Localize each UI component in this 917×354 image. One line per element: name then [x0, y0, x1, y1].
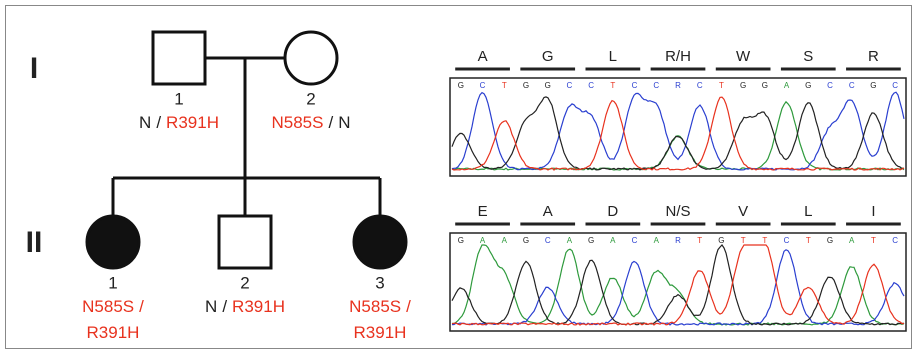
codon-label: I — [871, 203, 875, 220]
genotype-part: R391H — [166, 113, 219, 132]
base-call: C — [567, 81, 573, 90]
genotype-part: R391H — [232, 297, 285, 316]
base-call: T — [502, 81, 507, 90]
genotype: R391H — [354, 323, 407, 342]
codon-label: R — [868, 48, 879, 65]
genotype-part: R391H — [87, 323, 140, 342]
codon-label: R/H — [665, 48, 691, 65]
base-call: G — [827, 236, 833, 245]
figure: I II 1N/R391H2N585S/N1N585S/R391H2N/R391… — [0, 0, 917, 354]
individual-number: 2 — [306, 89, 315, 108]
base-call: A — [849, 236, 855, 245]
female-symbol — [87, 216, 139, 268]
base-call: T — [762, 236, 767, 245]
base-call: T — [806, 236, 811, 245]
chromatogram-frame — [450, 233, 906, 331]
base-call: T — [741, 236, 746, 245]
individual-number: 1 — [174, 89, 183, 108]
base-call: A — [610, 236, 616, 245]
base-call: C — [588, 81, 594, 90]
genotype-part: / — [156, 113, 161, 132]
codon-label: W — [736, 48, 751, 65]
base-call: G — [740, 81, 746, 90]
codon-label: L — [609, 48, 617, 65]
codon-label: L — [804, 203, 812, 220]
genotype-part: N585S — [82, 297, 134, 316]
base-call: G — [458, 236, 464, 245]
base-call: R — [675, 81, 681, 90]
base-call: G — [805, 81, 811, 90]
base-call: C — [892, 81, 898, 90]
codon-label: V — [738, 203, 748, 220]
codon-label: E — [478, 203, 488, 220]
genotype-part: N — [338, 113, 350, 132]
male-symbol — [153, 32, 205, 84]
base-call: C — [632, 81, 638, 90]
genotype-part: / — [139, 297, 144, 316]
base-call: G — [718, 236, 724, 245]
base-call: A — [567, 236, 573, 245]
genotype: N / R391H — [205, 297, 285, 316]
female-symbol — [285, 32, 337, 84]
base-call: T — [871, 236, 876, 245]
base-call: C — [892, 236, 898, 245]
base-call: C — [849, 81, 855, 90]
base-call: G — [523, 236, 529, 245]
codon-label: A — [478, 48, 488, 65]
male-symbol — [219, 216, 271, 268]
base-call: G — [762, 81, 768, 90]
codon-label: N/S — [665, 203, 690, 220]
base-call: C — [697, 81, 703, 90]
genotype: N585S / — [82, 297, 144, 316]
base-call: G — [545, 81, 551, 90]
genotype: N585S/ N — [272, 113, 351, 132]
codon-label: S — [803, 48, 813, 65]
base-call: A — [784, 81, 790, 90]
genotype: N585S / — [349, 297, 411, 316]
genotype-part: / — [328, 113, 333, 132]
base-call: A — [502, 236, 508, 245]
genotype-part: N585S — [349, 297, 401, 316]
genotype-part: / — [406, 297, 411, 316]
genotype-part: N585S — [272, 113, 324, 132]
codon-label: D — [607, 203, 618, 220]
individual-number: 2 — [240, 273, 249, 292]
individual-number: 1 — [108, 273, 117, 292]
codon-label: G — [542, 48, 554, 65]
base-call: C — [632, 236, 638, 245]
base-call: C — [480, 81, 486, 90]
codon-label: A — [543, 203, 553, 220]
chromatogram-frame — [450, 78, 906, 176]
genotype-part: N — [139, 113, 151, 132]
individual-number: 3 — [375, 273, 384, 292]
base-call: T — [610, 81, 615, 90]
genotype-part: N — [205, 297, 217, 316]
generation-label: II — [26, 226, 43, 259]
base-call: C — [653, 81, 659, 90]
female-symbol — [354, 216, 406, 268]
base-call: A — [654, 236, 660, 245]
base-call: C — [545, 236, 551, 245]
base-call: G — [458, 81, 464, 90]
generation-label: I — [30, 52, 38, 85]
genotype-part: / — [222, 297, 227, 316]
base-call: C — [784, 236, 790, 245]
base-call: G — [870, 81, 876, 90]
genotype: N / R391H — [139, 113, 219, 132]
base-call: G — [588, 236, 594, 245]
base-call: C — [827, 81, 833, 90]
base-call: G — [523, 81, 529, 90]
genotype-part: R391H — [354, 323, 407, 342]
base-call: R — [675, 236, 681, 245]
base-call: A — [480, 236, 486, 245]
base-call: T — [697, 236, 702, 245]
genotype: R391H — [87, 323, 140, 342]
base-call: T — [719, 81, 724, 90]
